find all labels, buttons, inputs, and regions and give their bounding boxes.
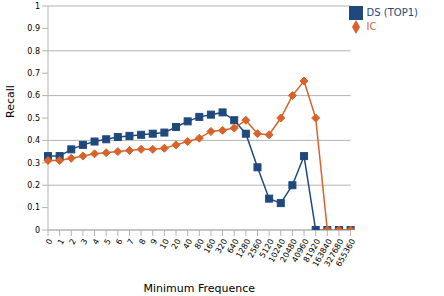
svg-text:Recall: Recall bbox=[8, 85, 17, 118]
svg-text:5120: 5120 bbox=[257, 237, 276, 260]
svg-text:Minimum Frequence: Minimum Frequence bbox=[144, 282, 256, 295]
svg-text:4: 4 bbox=[91, 237, 101, 246]
svg-text:160: 160 bbox=[202, 237, 218, 256]
svg-text:0: 0 bbox=[35, 226, 40, 235]
svg-text:6: 6 bbox=[114, 237, 124, 246]
svg-text:0.3: 0.3 bbox=[27, 159, 40, 168]
svg-text:7: 7 bbox=[126, 237, 136, 246]
svg-text:1: 1 bbox=[56, 237, 66, 246]
svg-text:640: 640 bbox=[225, 237, 241, 256]
svg-text:5: 5 bbox=[103, 237, 113, 246]
svg-text:327680: 327680 bbox=[322, 237, 346, 269]
svg-text:20: 20 bbox=[170, 237, 183, 250]
svg-text:0.9: 0.9 bbox=[27, 24, 40, 33]
svg-text:1: 1 bbox=[35, 2, 40, 11]
svg-text:2: 2 bbox=[68, 237, 78, 246]
svg-text:655360: 655360 bbox=[334, 237, 357, 268]
svg-text:2560: 2560 bbox=[246, 237, 265, 260]
svg-text:320: 320 bbox=[213, 237, 230, 256]
svg-text:0.2: 0.2 bbox=[27, 181, 40, 190]
svg-text:0.4: 0.4 bbox=[27, 136, 40, 145]
svg-text:10240: 10240 bbox=[266, 237, 288, 264]
svg-text:0.6: 0.6 bbox=[27, 91, 40, 100]
svg-text:0.1: 0.1 bbox=[27, 203, 40, 212]
svg-text:1280: 1280 bbox=[234, 237, 253, 260]
svg-text:80: 80 bbox=[193, 237, 206, 251]
svg-text:0.7: 0.7 bbox=[27, 69, 40, 78]
svg-text:40: 40 bbox=[181, 237, 194, 250]
svg-text:40960: 40960 bbox=[290, 237, 311, 264]
html-text:IC: IC bbox=[366, 21, 377, 32]
svg-text:0.5: 0.5 bbox=[27, 114, 40, 123]
svg-text:10: 10 bbox=[158, 237, 171, 250]
svg-text:20480: 20480 bbox=[278, 237, 300, 264]
svg-text:163840: 163840 bbox=[310, 237, 334, 269]
svg-text:0.8: 0.8 bbox=[27, 47, 40, 56]
svg-text:3: 3 bbox=[79, 237, 89, 246]
svg-text:9: 9 bbox=[149, 237, 160, 247]
svg-text:0: 0 bbox=[44, 237, 54, 246]
html-text:DS (TOP1): DS (TOP1) bbox=[366, 7, 418, 18]
svg-text:81920: 81920 bbox=[301, 237, 323, 264]
svg-text:8: 8 bbox=[137, 237, 147, 246]
